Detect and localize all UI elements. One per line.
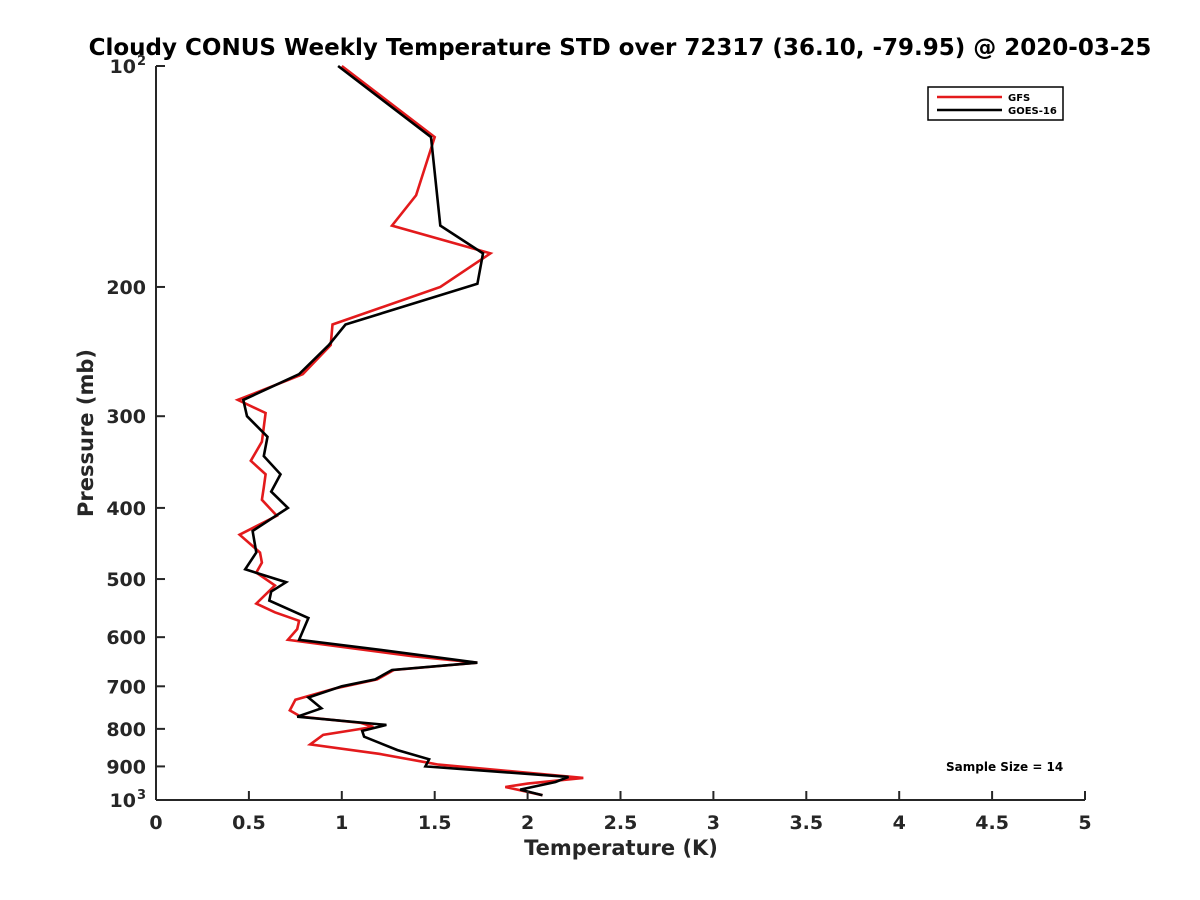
x-tick-label: 2.5 xyxy=(604,812,638,834)
legend: GFS GOES-16 xyxy=(927,86,1064,121)
y-tick-label: 900 xyxy=(106,756,146,778)
legend-box xyxy=(927,86,1064,121)
y-tick-label: 10 3 xyxy=(110,788,147,812)
y-tick-label: 700 xyxy=(106,676,146,698)
y-axis-label: Pressure (mb) xyxy=(74,349,98,517)
x-tick-label: 3.5 xyxy=(789,812,823,834)
y-tick-label: 600 xyxy=(106,627,146,649)
x-tick-label: 5 xyxy=(1078,812,1091,834)
x-tick-label: 1.5 xyxy=(418,812,452,834)
legend-label-gfs: GFS xyxy=(1008,93,1030,104)
y-tick-label: 300 xyxy=(106,406,146,428)
plot-area xyxy=(234,64,584,797)
y-tick-label: 400 xyxy=(106,498,146,520)
x-tick-label: 3 xyxy=(707,812,720,834)
x-tick-label: 2 xyxy=(521,812,534,834)
axes: 0 0.5 1 1.5 2 2.5 3 3.5 4 4.5 510 22003004005006007… xyxy=(106,54,1091,834)
y-tick-label-exponent: 2 xyxy=(137,54,146,69)
x-tick-label: 1 xyxy=(335,812,348,834)
chart-title: Cloudy CONUS Weekly Temperature STD over… xyxy=(89,35,1152,61)
x-tick-label: 4.5 xyxy=(975,812,1009,834)
x-tick-label: 0 xyxy=(149,812,162,834)
y-tick-label-base: 10 xyxy=(110,56,136,78)
x-axis-label: Temperature (K) xyxy=(524,836,718,860)
legend-label-goes16: GOES-16 xyxy=(1008,106,1057,117)
x-tick-label: 0.5 xyxy=(232,812,266,834)
sample-size-annotation: Sample Size = 14 xyxy=(946,760,1063,774)
x-tick-label: 4 xyxy=(893,812,906,834)
series-line-goes16 xyxy=(241,64,569,797)
y-tick-label: 800 xyxy=(106,719,146,741)
y-tick-label-base: 10 xyxy=(110,790,136,812)
y-tick-label: 200 xyxy=(106,277,146,299)
y-tick-label-exponent: 3 xyxy=(137,788,146,803)
y-tick-label: 500 xyxy=(106,569,146,591)
series-line-gfs xyxy=(234,64,584,797)
y-tick-label: 10 2 xyxy=(110,54,147,78)
